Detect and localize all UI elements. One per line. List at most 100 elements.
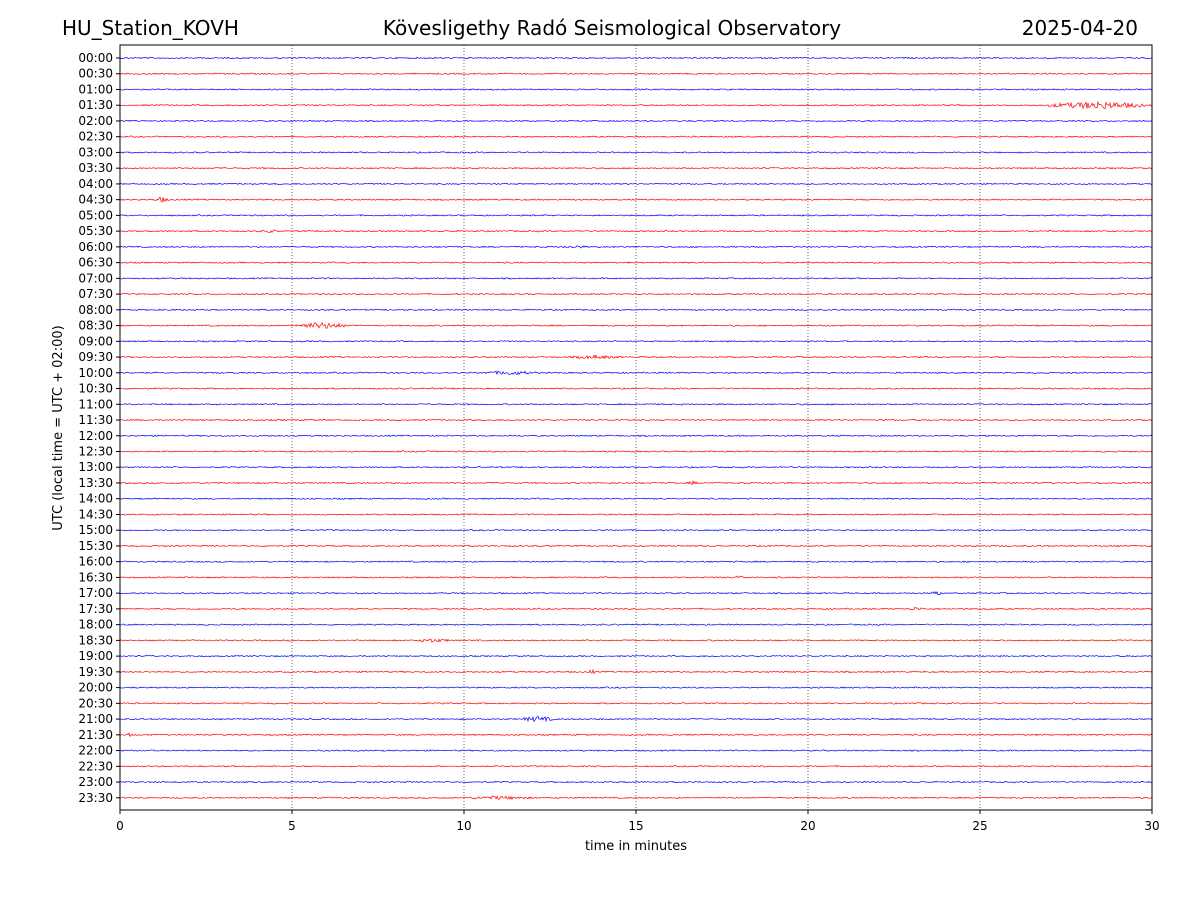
trace-0730 xyxy=(119,292,1153,296)
y-tick-label: 01:00 xyxy=(78,82,113,96)
trace-0600 xyxy=(119,245,1153,249)
trace-1900 xyxy=(119,654,1153,658)
trace-2200 xyxy=(119,749,1153,752)
trace-1700 xyxy=(119,590,1153,596)
chart-title: Kövesligethy Radó Seismological Observat… xyxy=(383,16,841,40)
trace-1500 xyxy=(119,528,1153,532)
trace-0530 xyxy=(119,229,1153,234)
trace-1630 xyxy=(119,575,1153,579)
x-tick-label: 20 xyxy=(800,819,815,833)
vertical-gridlines xyxy=(291,45,981,810)
y-tick-label: 11:00 xyxy=(78,397,113,411)
y-tick-label: 08:30 xyxy=(78,319,113,333)
trace-0100 xyxy=(119,88,1153,91)
y-tick-label: 19:00 xyxy=(78,649,113,663)
trace-1930 xyxy=(119,668,1153,675)
trace-1800 xyxy=(119,623,1153,626)
trace-0930 xyxy=(119,354,1153,360)
trace-0800 xyxy=(119,308,1153,312)
y-tick-label: 14:00 xyxy=(78,492,113,506)
trace-0300 xyxy=(119,151,1153,154)
trace-0430 xyxy=(119,196,1153,203)
y-tick-label: 00:00 xyxy=(78,51,113,65)
y-tick-label: 23:30 xyxy=(78,791,113,805)
trace-2230 xyxy=(119,764,1153,768)
y-axis-label: UTC (local time = UTC + 02:00) xyxy=(51,325,66,530)
trace-2030 xyxy=(119,702,1153,705)
x-tick-label: 0 xyxy=(116,819,124,833)
y-tick-label: 01:30 xyxy=(78,98,113,112)
trace-0000 xyxy=(119,56,1153,60)
y-tick-label: 20:00 xyxy=(78,681,113,695)
trace-2130 xyxy=(119,732,1153,738)
trace-0630 xyxy=(119,261,1153,264)
y-tick-label: 13:30 xyxy=(78,476,113,490)
y-tick-label: 00:30 xyxy=(78,67,113,81)
y-tick-label: 15:30 xyxy=(78,539,113,553)
y-tick-label: 03:00 xyxy=(78,145,113,159)
trace-2300 xyxy=(119,780,1153,784)
y-tick-label: 18:00 xyxy=(78,618,113,632)
trace-0500 xyxy=(119,214,1153,217)
y-tick-label: 17:00 xyxy=(78,586,113,600)
y-tick-label: 10:30 xyxy=(78,382,113,396)
y-tick-label: 09:30 xyxy=(78,350,113,364)
y-tick-label: 09:00 xyxy=(78,334,113,348)
x-tick-label: 5 xyxy=(288,819,296,833)
y-tick-label: 04:00 xyxy=(78,177,113,191)
y-tick-label: 21:30 xyxy=(78,728,113,742)
y-tick-label: 12:30 xyxy=(78,445,113,459)
trace-1000 xyxy=(119,370,1153,376)
trace-0700 xyxy=(119,277,1153,280)
x-axis-label: time in minutes xyxy=(585,839,687,854)
y-tick-label: 17:30 xyxy=(78,602,113,616)
trace-0330 xyxy=(119,166,1153,170)
y-tick-label: 07:00 xyxy=(78,271,113,285)
trace-0400 xyxy=(119,182,1153,186)
x-tick-label: 10 xyxy=(456,819,471,833)
chart-date: 2025-04-20 xyxy=(1022,16,1138,40)
y-tick-label: 11:30 xyxy=(78,413,113,427)
trace-1600 xyxy=(119,560,1153,563)
y-tick-label: 18:30 xyxy=(78,633,113,647)
trace-0030 xyxy=(119,72,1153,75)
trace-2330 xyxy=(119,795,1153,801)
x-tick-label: 30 xyxy=(1144,819,1159,833)
y-tick-label: 23:00 xyxy=(78,775,113,789)
y-tick-label: 08:00 xyxy=(78,303,113,317)
x-tick-labels: 0 5 10 15 20 25 30 xyxy=(116,810,1160,833)
y-tick-label: 16:30 xyxy=(78,570,113,584)
trace-1330 xyxy=(119,480,1153,486)
trace-0130 xyxy=(119,100,1153,110)
y-tick-label: 12:00 xyxy=(78,429,113,443)
trace-1130 xyxy=(119,418,1153,422)
trace-0230 xyxy=(119,135,1153,138)
trace-1730 xyxy=(119,606,1153,611)
trace-2000 xyxy=(119,686,1153,689)
trace-1100 xyxy=(119,402,1153,406)
trace-1830 xyxy=(119,638,1153,643)
y-tick-label: 13:00 xyxy=(78,460,113,474)
y-tick-label: 16:00 xyxy=(78,555,113,569)
y-tick-label: 02:00 xyxy=(78,114,113,128)
y-tick-label: 04:30 xyxy=(78,193,113,207)
plot-frame xyxy=(119,44,1153,811)
y-tick-label: 05:00 xyxy=(78,208,113,222)
y-tick-label: 19:30 xyxy=(78,665,113,679)
y-tick-label: 22:00 xyxy=(78,744,113,758)
seismic-traces xyxy=(119,56,1153,801)
trace-1430 xyxy=(119,513,1153,516)
station-name: HU_Station_KOVH xyxy=(62,16,239,40)
trace-1530 xyxy=(119,544,1153,548)
trace-2100 xyxy=(119,715,1153,723)
y-tick-label: 22:30 xyxy=(78,759,113,773)
y-tick-label: 06:30 xyxy=(78,256,113,270)
trace-1300 xyxy=(119,465,1153,469)
trace-0900 xyxy=(119,340,1153,343)
y-tick-label: 06:00 xyxy=(78,240,113,254)
y-tick-label: 07:30 xyxy=(78,287,113,301)
y-tick-label: 03:30 xyxy=(78,161,113,175)
y-tick-label: 15:00 xyxy=(78,523,113,537)
